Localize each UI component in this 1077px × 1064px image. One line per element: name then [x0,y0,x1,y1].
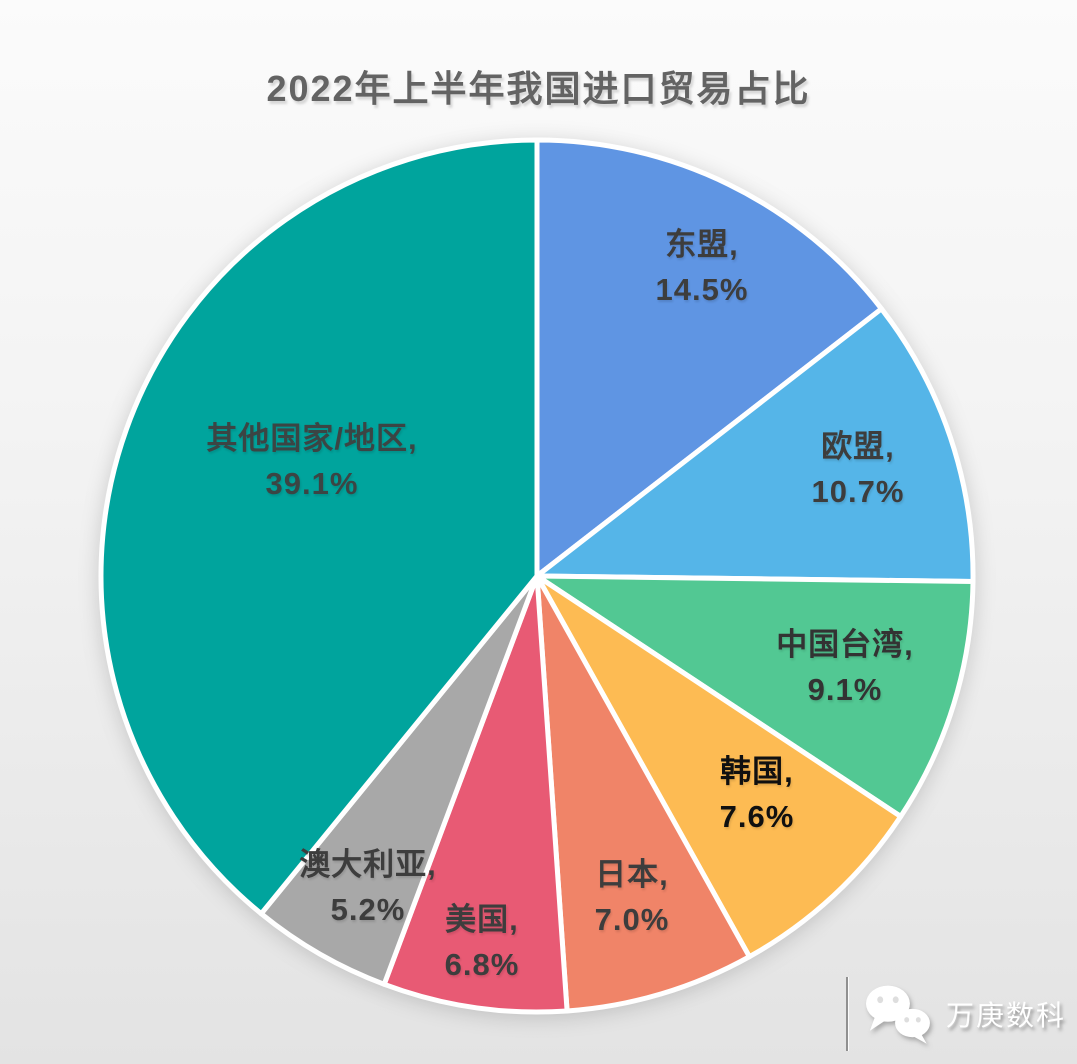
slice-label-6: 美国, 6.8% [444,902,520,982]
watermark-text: 万庚数科 [946,1000,1067,1031]
slice-label-2: 欧盟, 10.7% [811,429,905,509]
pie-slice-2 [534,306,976,584]
pie-slice-5 [534,573,752,1014]
slice-label-1: 东盟, 14.5% [655,227,749,307]
pie-slice-7 [258,573,540,987]
pie-slice-8 [98,137,540,917]
slice-label-5: 日本, 7.0% [594,857,670,937]
slice-label-7: 澳大利亚, 5.2% [299,847,437,927]
slice-label-4: 韩国, 7.6% [719,754,795,834]
chart-title: 2022年上半年我国进口贸易占比 [266,68,811,109]
wechat-icon [866,985,930,1044]
pie-slice-6 [381,573,570,1015]
slice-label-3: 中国台湾, 9.1% [776,627,914,707]
pie-slice-4 [534,573,904,960]
watermark: 万庚数科 [846,972,1066,1056]
pie-slice-1 [534,137,884,579]
watermark-divider [846,977,848,1051]
slice-label-8: 其他国家/地区, 39.1% [206,421,418,501]
pie-slice-3 [534,573,976,819]
